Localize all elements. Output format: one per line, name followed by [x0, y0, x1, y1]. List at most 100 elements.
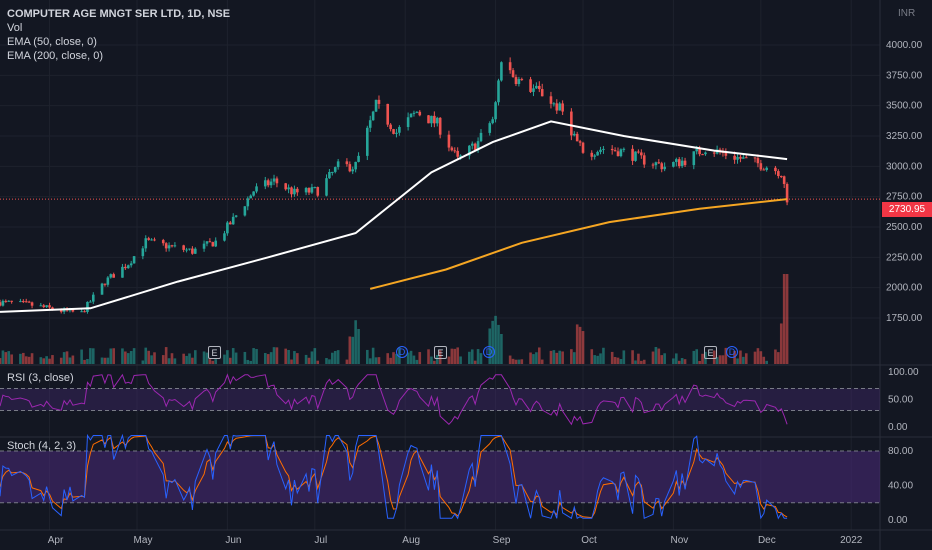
volume-bar — [307, 357, 311, 364]
volume-bar — [409, 350, 413, 364]
volume-bar — [470, 349, 474, 364]
candle — [631, 148, 634, 161]
candle — [470, 143, 474, 146]
volume-bar — [386, 353, 390, 364]
currency-label: INR — [898, 8, 915, 19]
volume-bar — [275, 347, 279, 364]
volume-bar — [774, 349, 777, 364]
earnings-marker[interactable]: E — [434, 346, 447, 359]
candle — [132, 256, 136, 264]
candle — [345, 161, 349, 165]
symbol-title[interactable]: COMPUTER AGE MNGT SER LTD, 1D, NSE — [7, 8, 231, 20]
candle — [191, 248, 194, 254]
volume-bar — [173, 358, 177, 364]
volume-bar — [331, 352, 334, 364]
volume-bar — [208, 359, 212, 364]
volume-bar — [68, 357, 72, 364]
candle — [100, 283, 104, 295]
volume-bar — [191, 357, 194, 364]
candle — [214, 240, 218, 247]
volume-bar — [712, 350, 716, 364]
candle — [170, 245, 174, 247]
volume-bar — [368, 358, 372, 364]
time-tick-label: Apr — [48, 535, 64, 546]
volume-bar — [126, 353, 130, 364]
price-tick-label: 4000.00 — [886, 40, 923, 51]
candle — [109, 274, 113, 278]
candle — [310, 187, 314, 193]
volume-bar — [785, 274, 789, 364]
candle — [680, 160, 684, 167]
volume-bar — [328, 359, 331, 364]
candle — [86, 301, 89, 313]
volume-bar — [765, 360, 768, 364]
volume-bar — [211, 360, 215, 364]
volume-bar — [1, 350, 5, 364]
volume-bar — [0, 358, 2, 364]
candle — [89, 301, 92, 303]
candle — [182, 245, 185, 250]
volume-bar — [701, 353, 704, 364]
candle — [124, 266, 127, 269]
candle — [488, 123, 492, 133]
earnings-marker[interactable]: E — [208, 346, 221, 359]
volume-bar — [459, 356, 462, 364]
volume-bar — [24, 356, 28, 364]
candle — [185, 249, 188, 251]
volume-bar — [51, 355, 54, 364]
volume-bar — [185, 355, 188, 364]
candle — [695, 148, 699, 152]
candle — [167, 245, 171, 249]
candle — [777, 171, 780, 177]
volume-bar — [622, 350, 626, 364]
candle — [433, 115, 436, 124]
volume-bar — [677, 360, 681, 364]
dividend-marker[interactable]: D — [396, 346, 408, 358]
candle — [83, 311, 86, 313]
candle — [456, 150, 459, 157]
earnings-marker[interactable]: E — [704, 346, 717, 359]
candle — [164, 243, 168, 249]
candle — [599, 149, 602, 152]
volume-bar — [433, 360, 436, 364]
candle — [596, 151, 599, 156]
candle — [368, 120, 372, 128]
time-tick-label: Oct — [581, 535, 597, 546]
volume-bar — [762, 356, 766, 364]
volume-bar — [473, 360, 477, 364]
dividend-marker[interactable]: D — [726, 346, 738, 358]
volume-bar — [596, 355, 599, 364]
legend: COMPUTER AGE MNGT SER LTD, 1D, NSE Vol E… — [7, 7, 230, 63]
rsi-legend[interactable]: RSI (3, close) — [7, 372, 74, 384]
candle — [779, 176, 783, 178]
stoch-legend[interactable]: Stoch (4, 2, 3) — [7, 440, 77, 452]
volume-bar — [59, 357, 63, 364]
candle — [144, 238, 148, 249]
ema200-legend[interactable]: EMA (200, close, 0) — [7, 50, 103, 62]
candle — [762, 169, 766, 171]
candle — [450, 147, 454, 151]
candle — [733, 155, 736, 160]
price-tick-label: 3250.00 — [886, 131, 923, 142]
vol-legend[interactable]: Vol — [7, 22, 23, 34]
ema50-legend[interactable]: EMA (50, close, 0) — [7, 36, 97, 48]
dividend-marker[interactable]: D — [483, 346, 495, 358]
volume-bar — [228, 357, 232, 364]
candle — [7, 300, 11, 302]
volume-bar — [121, 348, 124, 364]
candle — [398, 127, 401, 133]
volume-bar — [692, 350, 696, 364]
volume-bar — [287, 349, 290, 364]
candle — [555, 103, 559, 111]
candle — [0, 302, 2, 306]
volume-bar — [293, 351, 296, 364]
volume-bar — [150, 355, 153, 364]
volume-bar — [733, 351, 736, 364]
volume-bar — [450, 348, 454, 364]
volume-bar — [129, 351, 133, 364]
candle — [430, 115, 433, 124]
volume-bar — [412, 355, 416, 364]
volume-bar — [374, 357, 378, 364]
